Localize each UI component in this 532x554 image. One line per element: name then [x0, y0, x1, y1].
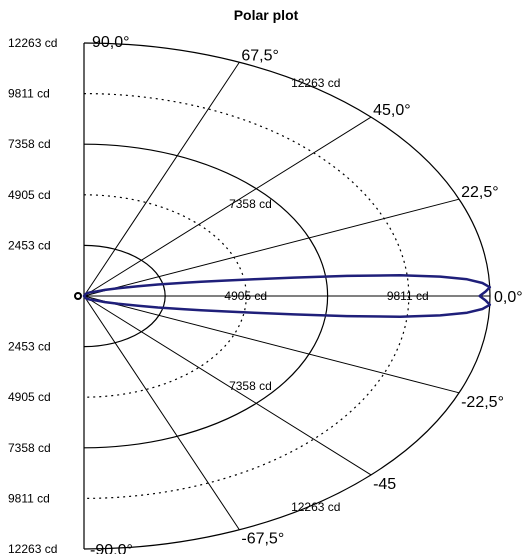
radial-tick-label: 9811 cd — [8, 87, 50, 101]
labels-layer: 12263 cd 9811 cd 7358 cd 4905 cd 2453 cd 2453… — [8, 34, 523, 554]
chart-title: Polar plot — [234, 7, 299, 23]
radial-tick-label: 4905 cd — [8, 188, 51, 202]
angle-label: -22,5° — [461, 394, 504, 411]
radial-tick-label: 12263 cd — [8, 542, 57, 554]
radial-tick-label: 7358 cd — [8, 441, 51, 455]
radial-tick-label: 4905 cd — [8, 390, 51, 404]
angle-label: -67,5° — [241, 531, 284, 548]
angle-label: 0,0° — [494, 289, 523, 306]
spoke--67.5 — [83, 295, 240, 531]
spoke-22.5 — [83, 198, 460, 297]
angle-label: 67,5° — [241, 47, 279, 64]
ring-label: 9811 cd — [387, 289, 429, 303]
angle-label: 22,5° — [461, 184, 499, 201]
ring-label: 4905 cd — [224, 289, 267, 303]
ring-9811 — [83, 92, 410, 500]
radial-tick-label: 7358 cd — [8, 137, 51, 151]
radial-tick-label: 12263 cd — [8, 36, 57, 50]
radial-tick-label: 2453 cd — [8, 238, 51, 252]
series-layer — [74, 274, 492, 318]
spoke--45 — [83, 295, 372, 476]
ring-label: 7358 cd — [229, 379, 272, 393]
radial-tick-label: 9811 cd — [8, 491, 50, 505]
ring-label: 12263 cd — [291, 76, 340, 90]
angle-label: 90,0° — [92, 34, 130, 51]
angle-label: 45,0° — [373, 102, 411, 119]
angle-label: -90,0° — [90, 542, 133, 554]
ring-label: 7358 cd — [229, 197, 272, 211]
polar-grid — [83, 42, 491, 550]
radial-tick-label: 2453 cd — [8, 340, 51, 354]
spoke-67.5 — [83, 61, 240, 297]
origin-marker — [74, 292, 82, 300]
spoke--22.5 — [83, 295, 460, 394]
spoke-45 — [83, 116, 372, 297]
series-curve — [82, 274, 492, 318]
angle-label: -45 — [373, 476, 396, 493]
ring-4905 — [83, 194, 247, 398]
ring-label: 12263 cd — [291, 500, 340, 514]
